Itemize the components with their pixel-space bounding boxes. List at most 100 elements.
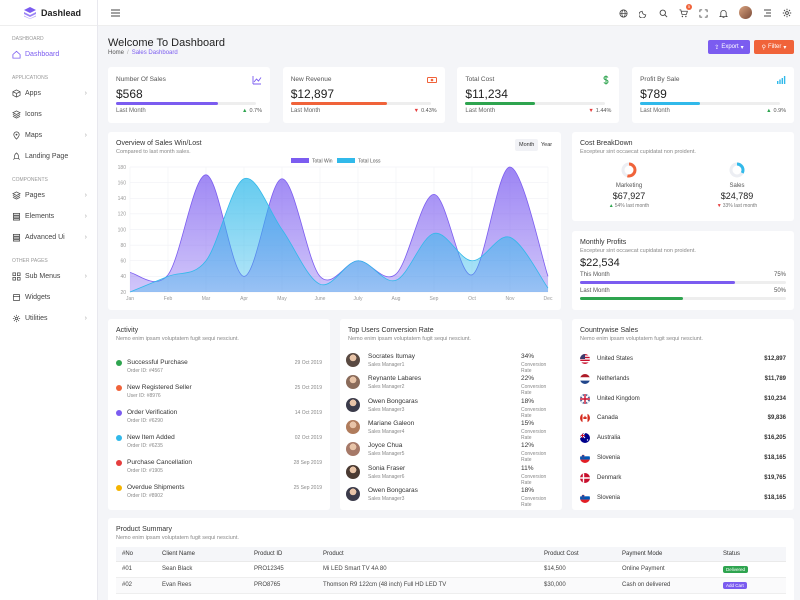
filter-button[interactable]: ⚲ Filter ▾ bbox=[754, 40, 794, 54]
ca-flag-icon bbox=[580, 413, 590, 424]
activity-sub: User ID: #8976 bbox=[127, 393, 161, 399]
y-tick-label: 60 bbox=[120, 259, 126, 265]
breadcrumb-home[interactable]: Home bbox=[108, 50, 125, 56]
moon-icon[interactable] bbox=[638, 8, 648, 18]
globe-icon[interactable] bbox=[618, 8, 628, 18]
table-row[interactable]: #02 Evan Rees PRO8765 Thomson R9 122cm (48 … bbox=[116, 577, 786, 594]
series-area-total-loss bbox=[130, 178, 548, 292]
status-badge: Delivered bbox=[723, 565, 749, 573]
table-cell-no: #02 bbox=[116, 577, 156, 594]
x-tick-label: Aug bbox=[392, 296, 401, 302]
list-menu-icon[interactable] bbox=[762, 8, 772, 18]
logo[interactable]: Dashlead bbox=[0, 0, 97, 26]
stat-period: Last Month bbox=[116, 108, 146, 114]
countrywise-sales-card: Countrywise Sales Nemo enim ipsam volupt… bbox=[572, 319, 794, 510]
sidebar-item-sub-menus[interactable]: Sub Menus › bbox=[0, 266, 97, 287]
export-button[interactable]: ⇪ Export ▾ bbox=[708, 40, 750, 54]
table-cell-mode: Online Payment bbox=[616, 561, 717, 578]
topbar: 5 bbox=[98, 0, 800, 26]
cart-count-badge: 5 bbox=[686, 4, 692, 10]
search-icon[interactable] bbox=[658, 8, 668, 18]
sidebar-item-utilities[interactable]: Utilities › bbox=[0, 308, 97, 329]
stat-card-number-of-sales: Number Of Sales $568 Last Month ▲ 0.7% bbox=[108, 67, 270, 123]
si-flag-icon bbox=[580, 453, 590, 463]
user-avatar bbox=[346, 375, 360, 390]
sidebar-section-title: Other Pages bbox=[12, 258, 48, 264]
users-title: Top Users Conversion Rate bbox=[348, 327, 434, 334]
chevron-right-icon: › bbox=[84, 234, 87, 241]
product-table: #No Client Name Product ID Product Product C… bbox=[116, 547, 786, 594]
products-subtitle: Nemo enim ipsam voluptatem fugit sequi n… bbox=[116, 535, 239, 541]
chevron-down-icon: ▾ bbox=[740, 44, 744, 51]
user-avatar[interactable] bbox=[739, 6, 752, 19]
activity-title: New Item Added bbox=[127, 434, 175, 441]
user-rate-label: Conversion Rate bbox=[521, 473, 547, 486]
user-rate-label: Conversion Rate bbox=[521, 384, 547, 397]
profit-row-label: Last Month bbox=[580, 288, 610, 294]
sidebar-item-apps[interactable]: Apps › bbox=[0, 83, 97, 104]
activity-date: 29 Oct 2019 bbox=[294, 360, 322, 366]
stat-card-total-cost: Total Cost $11,234 Last Month ▼ 1.44% bbox=[457, 67, 620, 123]
user-role: Sales Manager5 bbox=[368, 451, 405, 458]
fullscreen-icon[interactable] bbox=[698, 8, 708, 18]
chevron-right-icon: › bbox=[84, 273, 87, 280]
tab-month[interactable]: Month bbox=[515, 139, 539, 151]
cost-value: $67,927 bbox=[612, 191, 646, 201]
table-header: Product ID bbox=[248, 547, 317, 562]
table-header: Status bbox=[717, 547, 786, 562]
activity-date: 02 Oct 2019 bbox=[294, 435, 322, 441]
sidebar-item-advanced-ui[interactable]: Advanced Ui › bbox=[0, 227, 97, 248]
sidebar-item-pages[interactable]: Pages › bbox=[0, 185, 97, 206]
sales-area-chart: 20 40 60 80 100 120 140 160 180 Jan Feb Mar Apr May Ju… bbox=[118, 158, 553, 302]
gear-icon bbox=[12, 314, 21, 323]
user-rate: 22% bbox=[521, 375, 535, 383]
user-item: Owen Bongcaras Sales Manager3 18% Conversio… bbox=[346, 486, 554, 508]
table-cell-client: Evan Rees bbox=[156, 577, 248, 594]
table-row[interactable]: #01 Sean Black PRO12345 Mi LED Smart TV 4A … bbox=[116, 561, 786, 578]
country-name: Australia bbox=[597, 435, 621, 442]
sidebar-item-widgets[interactable]: Widgets bbox=[0, 287, 97, 308]
cost-subtitle: Excepteur sint occaecat cupidatat non pr… bbox=[580, 149, 696, 155]
sidebar-item-dashboard[interactable]: Dashboard bbox=[0, 44, 97, 65]
activity-subtitle: Nemo enim ipsam voluptatem fugit sequi n… bbox=[116, 336, 239, 342]
stat-progress-fill bbox=[465, 102, 536, 105]
menu-toggle-icon[interactable] bbox=[110, 8, 120, 18]
line-chart-icon bbox=[252, 75, 262, 85]
bell-icon[interactable] bbox=[718, 8, 728, 18]
donut-icon bbox=[621, 162, 637, 178]
user-rate-label: Conversion Rate bbox=[521, 495, 547, 508]
user-name: Owen Bongcaras bbox=[368, 397, 418, 405]
sidebar-item-maps[interactable]: Maps › bbox=[0, 125, 97, 146]
user-role: Sales Manager6 bbox=[368, 473, 405, 480]
x-tick-label: Apr bbox=[240, 296, 248, 302]
sidebar-item-label: Landing Page bbox=[25, 153, 69, 160]
breadcrumb-current: Sales Dashboard bbox=[131, 50, 178, 56]
activity-sub: Order ID: #1905 bbox=[127, 468, 163, 474]
user-role: Sales Manager3 bbox=[368, 495, 405, 502]
y-tick-label: 180 bbox=[118, 165, 127, 171]
country-value: $18,165 bbox=[764, 455, 786, 461]
app-name: Dashlead bbox=[41, 7, 82, 18]
grid-icon bbox=[12, 272, 21, 281]
country-item: Slovenia $18,165 bbox=[580, 489, 786, 509]
cart-icon[interactable]: 5 bbox=[678, 4, 692, 18]
stat-progress-bar bbox=[465, 102, 606, 105]
au-flag-icon bbox=[580, 433, 590, 444]
sidebar-item-icons[interactable]: Icons bbox=[0, 104, 97, 125]
sidebar-item-elements[interactable]: Elements › bbox=[0, 206, 97, 227]
tab-year[interactable]: Year bbox=[541, 142, 553, 148]
activity-sub: Order ID: #4567 bbox=[127, 368, 163, 374]
sidebar-item-landing-page[interactable]: Landing Page bbox=[0, 146, 97, 167]
series-line-total-win bbox=[129, 166, 549, 282]
gear-icon[interactable] bbox=[782, 8, 792, 18]
x-tick-label: June bbox=[315, 296, 326, 302]
user-name: Mariane Galeon bbox=[368, 419, 415, 427]
country-value: $11,789 bbox=[764, 375, 786, 382]
country-value: $12,897 bbox=[764, 356, 786, 362]
uk-flag-icon bbox=[580, 393, 590, 404]
activity-title: Successful Purchase bbox=[127, 359, 188, 366]
monthly-profits-card: Monthly Profits Excepteur sint occaecat … bbox=[572, 231, 794, 310]
user-rate-label: Conversion Rate bbox=[521, 428, 547, 441]
profit-row-label: This Month bbox=[580, 272, 610, 278]
country-name: Netherlands bbox=[597, 375, 630, 382]
